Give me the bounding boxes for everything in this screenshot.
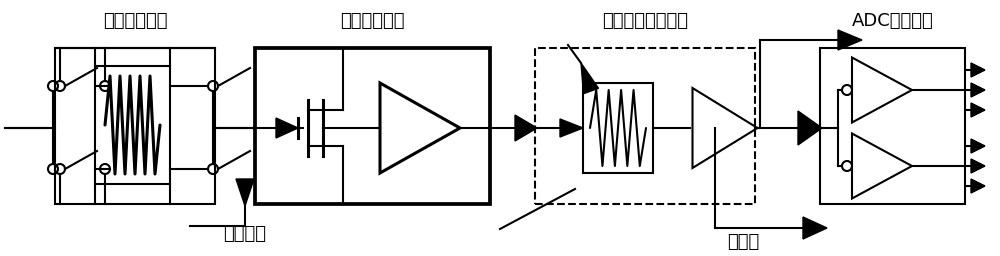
Polygon shape	[581, 63, 599, 94]
Polygon shape	[803, 217, 827, 239]
Polygon shape	[971, 103, 985, 117]
Bar	[255, 48, 490, 204]
Text: 偏置调节: 偏置调节	[224, 225, 266, 243]
Polygon shape	[798, 111, 822, 145]
Bar	[583, 83, 653, 173]
Text: 阻抗变换电路: 阻抗变换电路	[340, 12, 405, 30]
Polygon shape	[236, 179, 254, 206]
Bar	[55, 48, 215, 204]
Text: 程控可变增益电路: 程控可变增益电路	[602, 12, 688, 30]
Polygon shape	[276, 118, 298, 138]
Polygon shape	[971, 83, 985, 97]
Bar	[535, 48, 755, 204]
Bar	[820, 48, 965, 204]
Bar	[95, 66, 170, 184]
Polygon shape	[971, 63, 985, 77]
Polygon shape	[838, 30, 862, 50]
Polygon shape	[560, 119, 583, 137]
Polygon shape	[971, 159, 985, 173]
Polygon shape	[971, 179, 985, 193]
Polygon shape	[515, 115, 537, 141]
Text: 无源衰减网络: 无源衰减网络	[103, 12, 167, 30]
Polygon shape	[971, 139, 985, 153]
Text: 去触发: 去触发	[727, 233, 759, 251]
Text: ADC驱动电路: ADC驱动电路	[852, 12, 933, 30]
